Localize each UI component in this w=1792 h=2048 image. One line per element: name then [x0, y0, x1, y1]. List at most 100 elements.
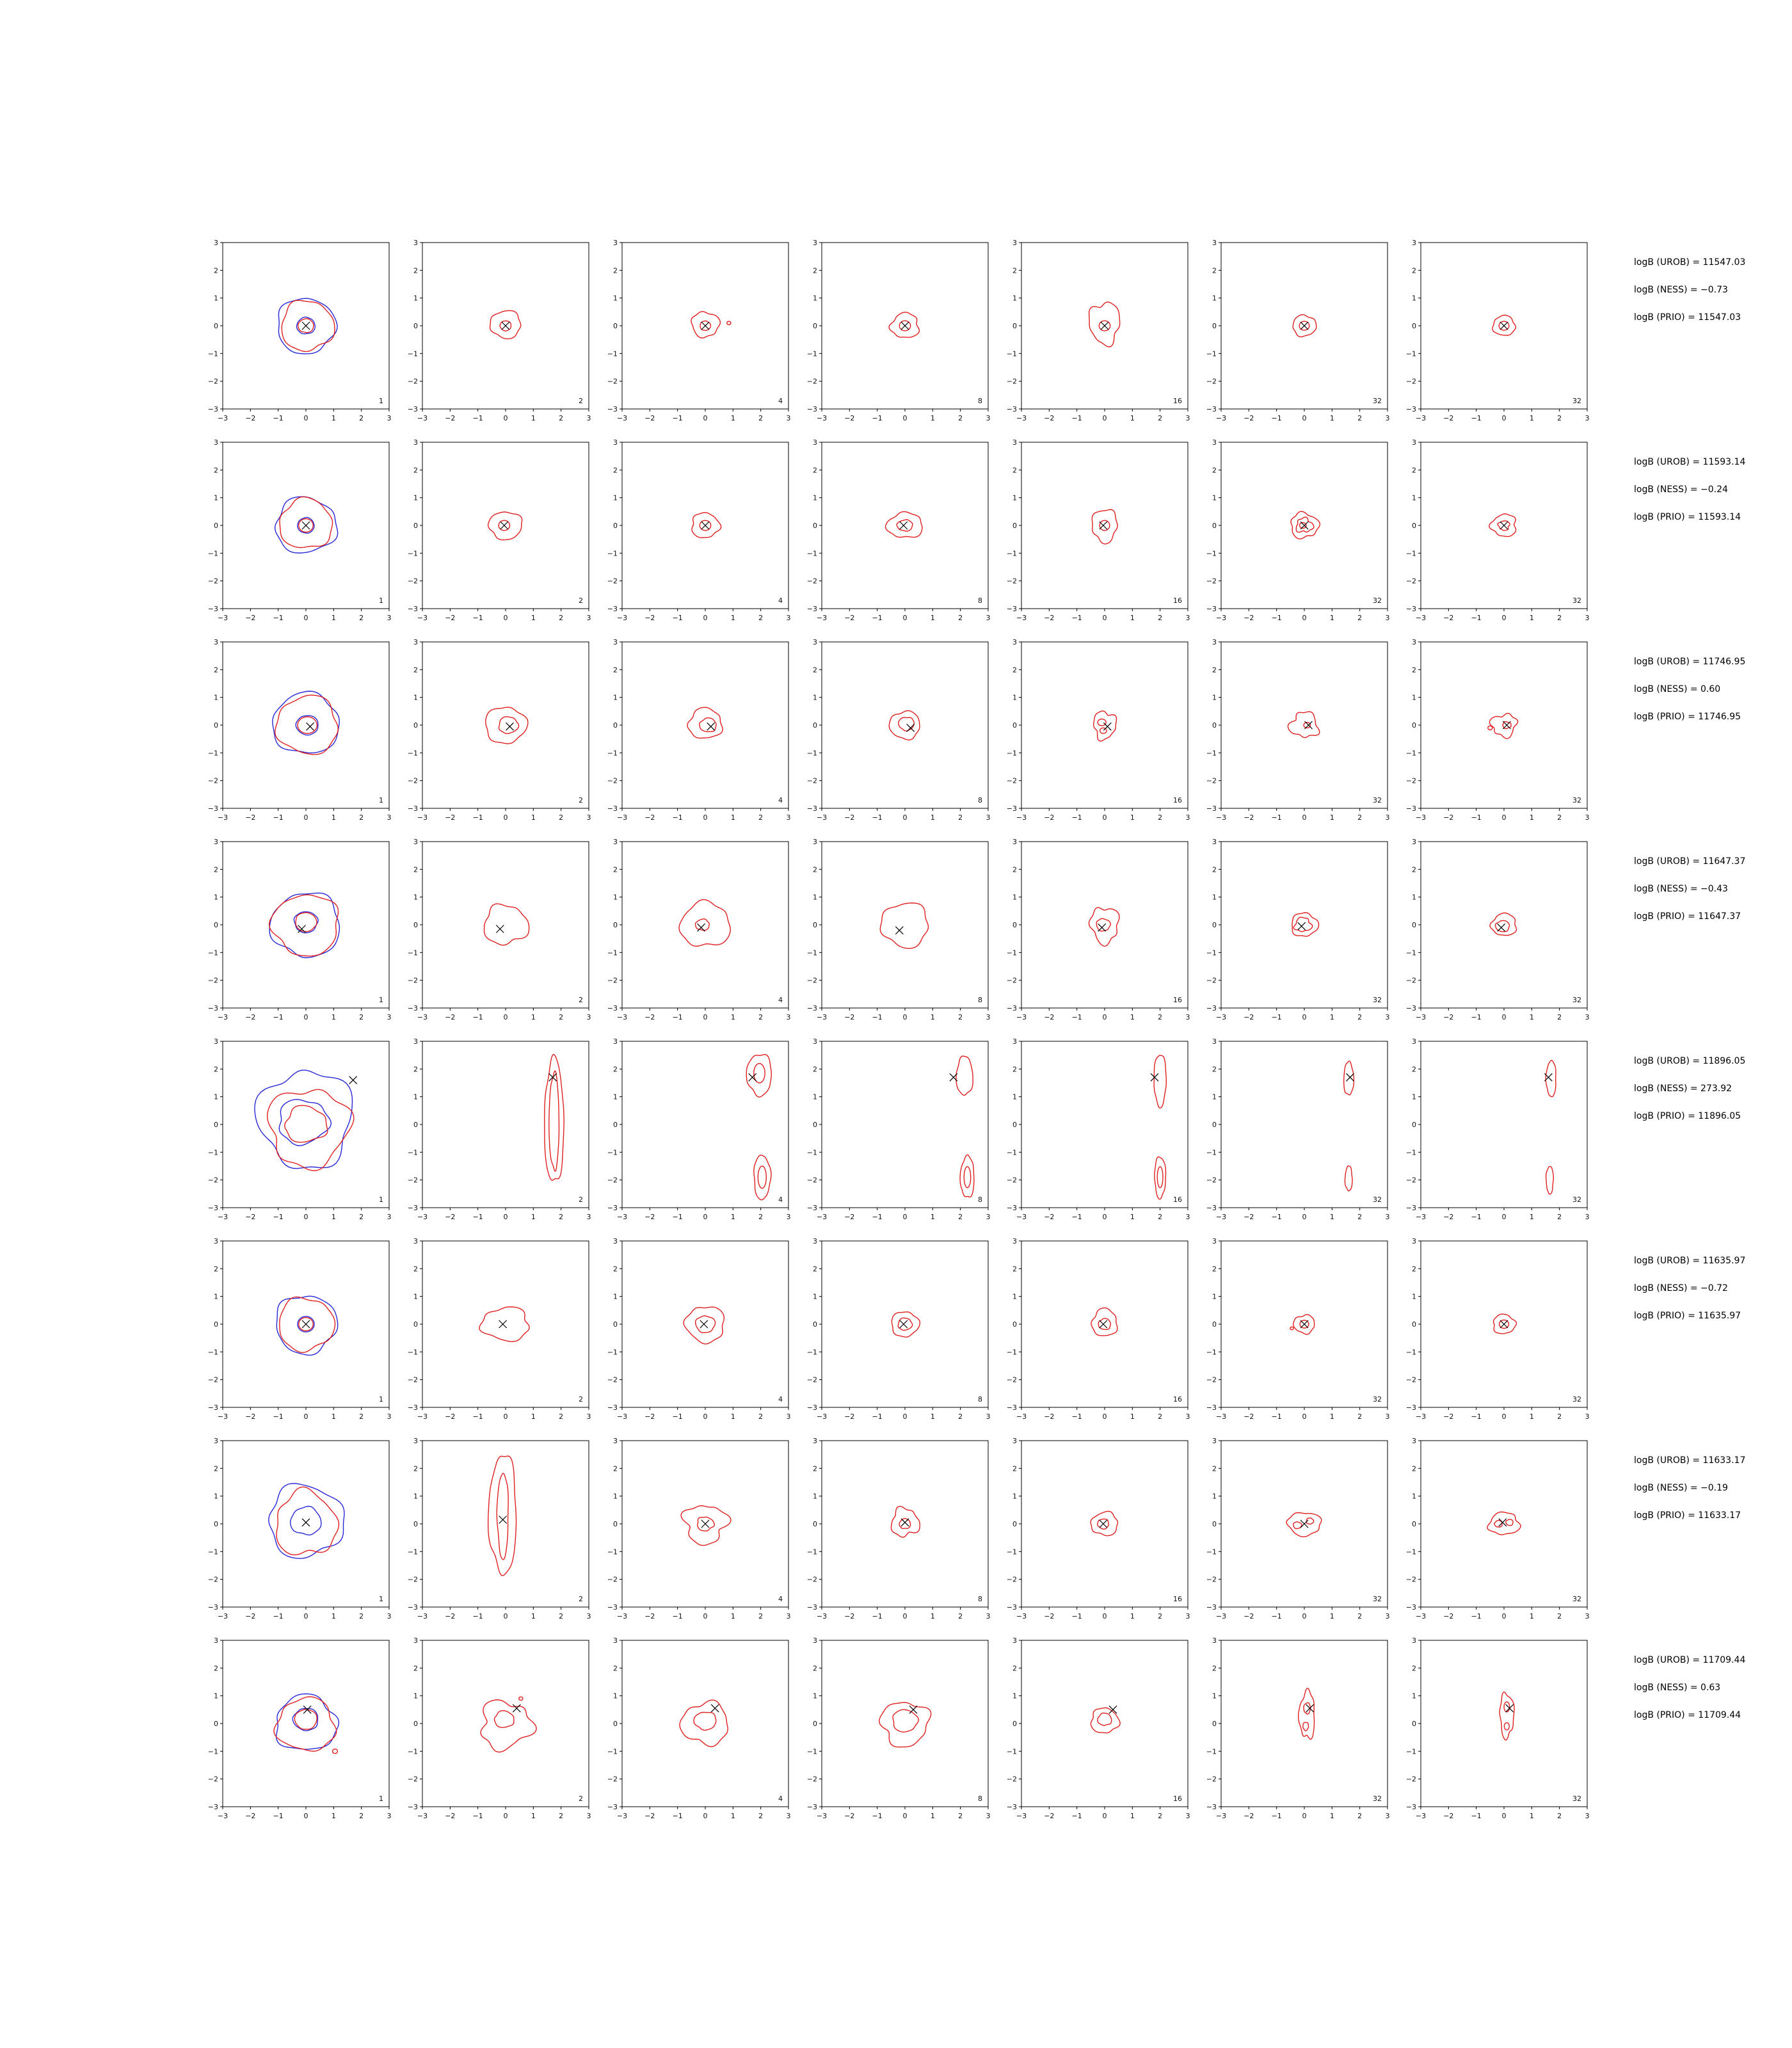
x-tick-label: −2 — [1044, 1812, 1054, 1820]
subplot-r5-c1: −3−3 −2 −2 −1 −1 0 0 1 1 2 2 3 3 1 — [208, 1037, 392, 1221]
x-tick-label: −3 — [1216, 813, 1226, 822]
x-tick-label: 2 — [359, 1812, 364, 1820]
x-tick-label: 3 — [587, 414, 591, 422]
contour-red — [1099, 520, 1110, 531]
corner-count-label: 32 — [1572, 596, 1581, 605]
x-tick-label: 2 — [359, 414, 364, 422]
contour-red — [1098, 1318, 1112, 1330]
y-tick-label: 3 — [1212, 838, 1217, 846]
x-tick-label: 1 — [332, 1412, 336, 1421]
x-tick-label: −3 — [417, 1013, 428, 1021]
contour-red — [879, 1702, 932, 1748]
contour-blue — [290, 1505, 322, 1536]
x-marker — [949, 1073, 958, 1082]
x-tick-label: −2 — [1244, 414, 1254, 422]
x-marker — [1099, 1320, 1108, 1329]
y-tick-label: −2 — [807, 777, 817, 785]
y-tick-label: −3 — [208, 605, 218, 613]
y-tick-label: −1 — [408, 349, 418, 358]
subplot-r1-c4: −3−3 −2 −2 −1 −1 0 0 1 1 2 2 3 3 8 — [807, 239, 991, 422]
x-tick-label: −3 — [218, 1612, 228, 1620]
x-tick-label: 0 — [504, 614, 508, 622]
y-tick-label: 0 — [1412, 1520, 1416, 1528]
x-tick-label: 3 — [1386, 1013, 1390, 1021]
x-tick-label: −3 — [1216, 1412, 1226, 1421]
x-tick-label: −1 — [1272, 1213, 1282, 1221]
contour-red — [757, 1165, 767, 1189]
annotation-line: logB (UROB) = 11647.37 — [1634, 856, 1746, 867]
y-tick-label: −2 — [607, 1176, 618, 1185]
x-tick-label: −1 — [872, 1612, 883, 1620]
subplot-r7-c4: −3−3 −2 −2 −1 −1 0 0 1 1 2 2 3 3 8 — [807, 1437, 991, 1620]
x-tick-label: 3 — [587, 1812, 591, 1820]
x-tick-label: 2 — [1158, 1013, 1162, 1021]
x-tick-label: −3 — [817, 614, 827, 622]
subplot-r2-c3: −3−3 −2 −2 −1 −1 0 0 1 1 2 2 3 3 4 — [607, 438, 791, 622]
x-tick-label: 0 — [703, 1013, 708, 1021]
contour-red — [544, 1053, 564, 1181]
y-tick-label: 3 — [413, 838, 418, 846]
y-tick-label: −3 — [1007, 1004, 1017, 1012]
annotation-line: logB (PRIO) = 11746.95 — [1634, 712, 1741, 722]
x-tick-label: 2 — [758, 414, 763, 422]
y-tick-label: −2 — [1007, 378, 1017, 386]
y-tick-label: 2 — [1012, 466, 1017, 474]
y-tick-label: −3 — [408, 1803, 418, 1811]
x-tick-label: 3 — [1585, 1812, 1590, 1820]
y-tick-label: 2 — [1012, 1464, 1017, 1473]
y-tick-label: 0 — [1012, 1720, 1017, 1728]
contour-blue — [276, 1693, 340, 1750]
y-tick-label: −1 — [1007, 349, 1017, 358]
contour-blue — [254, 1069, 353, 1169]
y-tick-label: 2 — [1012, 266, 1017, 275]
corner-count-label: 4 — [778, 996, 783, 1004]
contour-red — [898, 717, 915, 732]
y-tick-label: −1 — [1007, 549, 1017, 557]
axes-box — [621, 1041, 789, 1208]
subplot-r2-c5: −3−3 −2 −2 −1 −1 0 0 1 1 2 2 3 3 16 — [1007, 438, 1190, 622]
axes-box — [821, 1240, 989, 1408]
y-tick-label: 3 — [813, 838, 817, 846]
plot-row-6: −3 −3 −2 −2 −1 −1 0 0 1 1 2 2 3 3 1 −3 −3 −2 −2 −1 −1 0 0 1 1 2 2 3… — [192, 1237, 1590, 1437]
x-tick-label: 1 — [531, 614, 536, 622]
y-tick-label: −3 — [1206, 1204, 1217, 1212]
x-tick-label: 3 — [387, 1213, 392, 1221]
y-tick-label: 2 — [413, 865, 418, 874]
contour-red — [1292, 912, 1320, 937]
y-tick-label: 3 — [413, 1037, 418, 1046]
y-tick-label: −3 — [807, 1603, 817, 1612]
y-tick-label: −3 — [1007, 1404, 1017, 1412]
x-tick-label: 1 — [1330, 1412, 1334, 1421]
y-tick-label: −1 — [807, 349, 817, 358]
x-tick-label: 0 — [1502, 614, 1507, 622]
x-tick-label: −2 — [1044, 1412, 1054, 1421]
y-tick-label: 1 — [613, 1492, 618, 1501]
contour-red — [1156, 1166, 1164, 1188]
x-tick-label: 1 — [1130, 1612, 1135, 1620]
x-tick-label: −1 — [673, 1612, 683, 1620]
axes-box — [222, 1440, 390, 1608]
x-tick-label: 0 — [1302, 1812, 1307, 1820]
y-tick-label: 0 — [413, 1520, 418, 1528]
x-tick-label: −2 — [245, 1612, 255, 1620]
corner-count-label: 1 — [379, 1196, 383, 1204]
corner-count-label: 8 — [978, 796, 982, 804]
x-tick-label: −1 — [1072, 614, 1082, 622]
x-tick-label: 2 — [559, 1013, 563, 1021]
contour-red — [1303, 722, 1311, 728]
axes-box — [1220, 641, 1388, 809]
contour-red — [297, 318, 314, 333]
y-tick-label: 3 — [1212, 1437, 1217, 1445]
corner-count-label: 1 — [379, 1795, 383, 1803]
y-tick-label: −2 — [607, 1576, 618, 1584]
y-tick-label: 3 — [1012, 1636, 1017, 1645]
axes-box — [821, 1041, 989, 1208]
x-tick-label: −2 — [445, 414, 455, 422]
x-tick-label: −2 — [445, 1013, 455, 1021]
x-tick-label: −1 — [273, 1412, 284, 1421]
x-tick-label: 2 — [1158, 1213, 1162, 1221]
x-tick-label: 1 — [731, 1612, 735, 1620]
x-tick-label: 3 — [1585, 1412, 1590, 1421]
y-tick-label: 1 — [813, 1093, 817, 1101]
y-tick-label: −2 — [1007, 1376, 1017, 1384]
